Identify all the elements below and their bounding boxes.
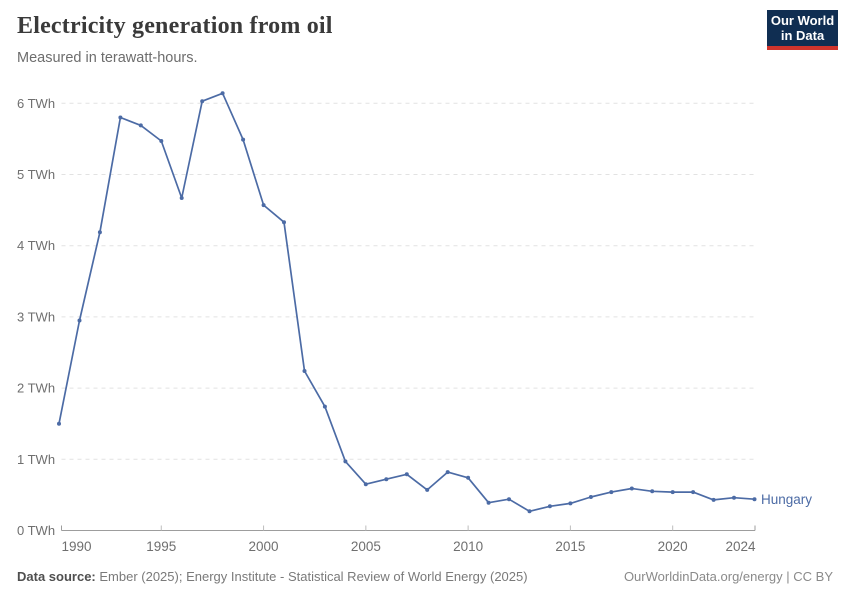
credit-link[interactable]: OurWorldinData.org/energy | CC BY: [623, 569, 833, 584]
data-point[interactable]: [691, 490, 696, 495]
data-source-text: Ember (2025); Energy Institute - Statist…: [95, 569, 528, 584]
x-axis-tick-label: 2010: [453, 539, 483, 554]
data-point[interactable]: [732, 495, 736, 500]
data-point[interactable]: [363, 482, 368, 487]
x-axis-tick-label: 2005: [351, 539, 381, 554]
data-point[interactable]: [77, 318, 82, 323]
data-point[interactable]: [711, 497, 716, 502]
chart-footer: Data source: Ember (2025); Energy Instit…: [17, 569, 833, 584]
owid-logo[interactable]: Our World in Data: [767, 10, 838, 50]
data-point[interactable]: [384, 477, 389, 482]
data-point[interactable]: [220, 91, 225, 96]
data-point[interactable]: [57, 421, 61, 426]
series-label-hungary[interactable]: Hungary: [761, 492, 813, 507]
data-point[interactable]: [118, 115, 123, 120]
x-axis-tick-label: 1995: [146, 539, 176, 554]
data-point[interactable]: [568, 501, 573, 506]
data-point[interactable]: [282, 220, 286, 225]
data-point[interactable]: [179, 196, 184, 200]
y-axis-tick-label: 2 TWh: [17, 381, 55, 396]
chart-subtitle: Measured in terawatt-hours.: [17, 50, 198, 66]
data-point[interactable]: [650, 489, 655, 494]
data-point[interactable]: [200, 99, 205, 104]
data-point[interactable]: [670, 490, 675, 495]
chart-title: Electricity generation from oil: [17, 13, 333, 39]
data-point[interactable]: [241, 137, 246, 142]
data-point[interactable]: [466, 475, 471, 480]
y-axis-tick-label: 6 TWh: [17, 96, 55, 111]
data-point[interactable]: [486, 500, 491, 505]
data-point[interactable]: [97, 230, 102, 235]
data-point[interactable]: [507, 497, 511, 502]
data-source: Data source: Ember (2025); Energy Instit…: [17, 569, 528, 584]
x-axis-tick-label: 1990: [62, 539, 92, 554]
owid-logo-line2: in Data: [780, 28, 825, 43]
owid-logo-line1: Our World: [770, 13, 835, 28]
y-axis-tick-label: 0 TWh: [17, 523, 55, 538]
y-axis-tick-label: 4 TWh: [17, 238, 55, 253]
data-point[interactable]: [752, 497, 757, 502]
data-point[interactable]: [404, 472, 409, 477]
data-point[interactable]: [159, 139, 164, 143]
data-point[interactable]: [261, 203, 266, 208]
series-line-hungary[interactable]: [58, 92, 756, 513]
y-axis-tick-label: 5 TWh: [17, 167, 55, 182]
data-point[interactable]: [445, 470, 450, 475]
data-point[interactable]: [527, 509, 532, 514]
y-axis-tick-label: 3 TWh: [17, 309, 55, 324]
x-axis-tick-label: 2000: [249, 539, 279, 554]
data-source-label: Data source:: [17, 569, 96, 584]
data-point[interactable]: [588, 495, 593, 499]
y-axis-tick-label: 1 TWh: [17, 452, 55, 467]
data-point[interactable]: [547, 504, 552, 509]
data-point[interactable]: [629, 486, 634, 491]
data-point[interactable]: [609, 490, 614, 495]
data-point[interactable]: [343, 459, 348, 464]
data-point[interactable]: [322, 404, 327, 409]
x-axis-tick-label: 2020: [658, 539, 688, 554]
x-axis-tick-label: 2015: [555, 539, 585, 554]
x-axis-tick-label: 2024: [725, 539, 756, 554]
data-point[interactable]: [138, 123, 143, 128]
data-point[interactable]: [425, 487, 430, 492]
data-point[interactable]: [302, 369, 307, 373]
